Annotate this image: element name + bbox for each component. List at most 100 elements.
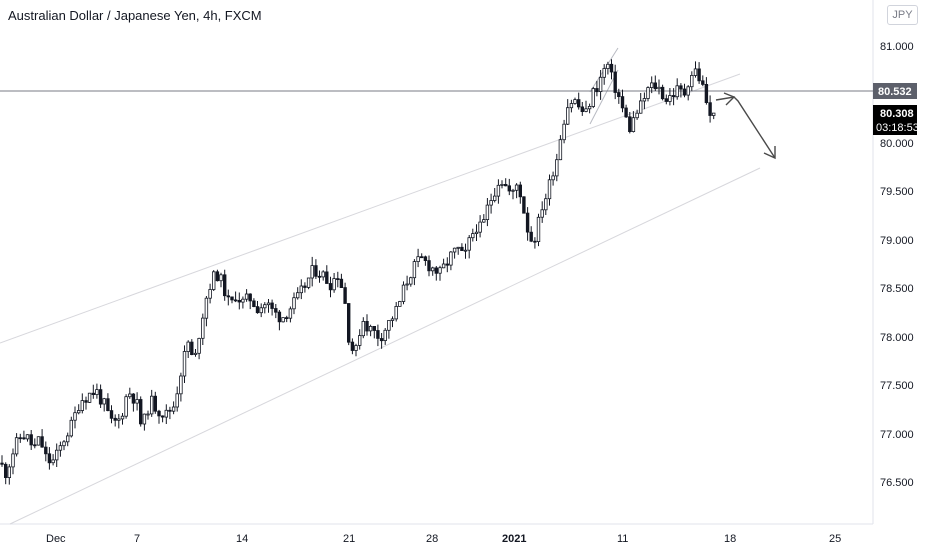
candle-up[interactable]: [544, 198, 548, 211]
candle-down[interactable]: [47, 453, 52, 464]
candle-down[interactable]: [372, 325, 376, 331]
candle-down[interactable]: [682, 88, 687, 96]
candle-up[interactable]: [540, 209, 544, 218]
candle-up[interactable]: [690, 75, 694, 88]
candle-down[interactable]: [653, 82, 657, 90]
candle-down[interactable]: [507, 185, 511, 192]
candle-down[interactable]: [131, 393, 136, 404]
candle-up[interactable]: [95, 389, 99, 396]
candle-down[interactable]: [503, 183, 508, 187]
candle-up[interactable]: [175, 393, 179, 408]
candle-up[interactable]: [368, 325, 373, 332]
candle-down[interactable]: [697, 68, 701, 82]
candle-up[interactable]: [551, 175, 555, 181]
candle-down[interactable]: [343, 287, 347, 304]
candle-up[interactable]: [467, 237, 471, 251]
time-axis[interactable]: Dec 7 14 21 28 2021 11 18 25: [0, 523, 873, 545]
candle-up[interactable]: [66, 435, 70, 443]
candle-up[interactable]: [281, 317, 285, 323]
candle-up[interactable]: [591, 88, 595, 107]
candle-down[interactable]: [445, 263, 449, 266]
candle-down[interactable]: [671, 95, 676, 98]
candle-up[interactable]: [321, 271, 325, 278]
candle-up[interactable]: [383, 329, 387, 341]
candle-up[interactable]: [259, 307, 263, 314]
candle-up[interactable]: [416, 256, 420, 263]
candle-up[interactable]: [536, 216, 541, 243]
candle-up[interactable]: [182, 351, 187, 377]
candle-up[interactable]: [606, 63, 610, 70]
candle-up[interactable]: [117, 418, 121, 421]
candle-up[interactable]: [80, 400, 84, 411]
candle-down[interactable]: [328, 283, 333, 291]
candle-down[interactable]: [303, 285, 307, 288]
candle-down[interactable]: [533, 240, 537, 243]
candle-up[interactable]: [263, 304, 267, 309]
candle-up[interactable]: [211, 271, 216, 290]
candle-up[interactable]: [456, 246, 460, 249]
candle-up[interactable]: [441, 263, 446, 269]
candle-up[interactable]: [87, 392, 92, 403]
candle-up[interactable]: [11, 453, 15, 468]
candle-up[interactable]: [566, 107, 570, 125]
candle-up[interactable]: [149, 395, 154, 415]
candle-down[interactable]: [350, 341, 355, 351]
candle-up[interactable]: [390, 318, 395, 321]
candle-up[interactable]: [693, 68, 698, 76]
candle-down[interactable]: [580, 106, 584, 113]
candle-up[interactable]: [496, 184, 501, 197]
candle-down[interactable]: [679, 85, 683, 90]
candle-up[interactable]: [482, 219, 486, 223]
candle-up[interactable]: [51, 459, 55, 464]
candle-down[interactable]: [325, 271, 329, 284]
candle-up[interactable]: [511, 189, 515, 192]
wedge-lower-line[interactable]: [589, 69, 619, 125]
candle-down[interactable]: [704, 84, 709, 104]
candle-down[interactable]: [577, 99, 581, 108]
candle-down[interactable]: [157, 410, 161, 417]
candle-up[interactable]: [146, 413, 150, 416]
candle-up[interactable]: [675, 85, 679, 98]
candle-up[interactable]: [639, 100, 643, 114]
candle-down[interactable]: [22, 437, 26, 440]
candle-down[interactable]: [237, 299, 241, 303]
candle-down[interactable]: [664, 98, 668, 102]
candle-up[interactable]: [142, 413, 147, 425]
candle-down[interactable]: [336, 278, 340, 281]
candle-up[interactable]: [587, 106, 592, 110]
candle-down[interactable]: [113, 417, 117, 421]
candle-down[interactable]: [701, 80, 705, 85]
candle-up[interactable]: [128, 393, 132, 398]
candle-down[interactable]: [624, 107, 628, 118]
candle-down[interactable]: [419, 256, 424, 259]
candle-up[interactable]: [357, 335, 362, 346]
candle-up[interactable]: [295, 292, 300, 299]
candle-up[interactable]: [631, 117, 636, 132]
candle-down[interactable]: [160, 415, 165, 418]
channel-upper-line[interactable]: [0, 73, 741, 344]
candle-up[interactable]: [25, 434, 30, 440]
currency-button[interactable]: JPY: [887, 5, 918, 25]
candle-up[interactable]: [193, 352, 198, 355]
candle-up[interactable]: [463, 249, 468, 252]
candle-up[interactable]: [36, 436, 41, 446]
candle-up[interactable]: [208, 289, 212, 299]
candle-up[interactable]: [438, 267, 442, 274]
candle-down[interactable]: [18, 437, 22, 440]
candle-down[interactable]: [379, 338, 384, 342]
candle-down[interactable]: [314, 265, 318, 277]
candle-up[interactable]: [686, 86, 690, 96]
candle-up[interactable]: [306, 277, 311, 288]
candle-down[interactable]: [106, 398, 110, 412]
projection-arrow[interactable]: [715, 96, 776, 159]
channel-lower-line[interactable]: [9, 167, 761, 525]
candle-up[interactable]: [394, 305, 398, 320]
candle-down[interactable]: [460, 246, 464, 252]
candle-down[interactable]: [168, 409, 172, 412]
candle-up[interactable]: [120, 415, 125, 420]
candle-up[interactable]: [288, 308, 293, 319]
candle-up[interactable]: [73, 412, 77, 421]
candle-down[interactable]: [40, 436, 44, 448]
candle-up[interactable]: [62, 441, 66, 447]
